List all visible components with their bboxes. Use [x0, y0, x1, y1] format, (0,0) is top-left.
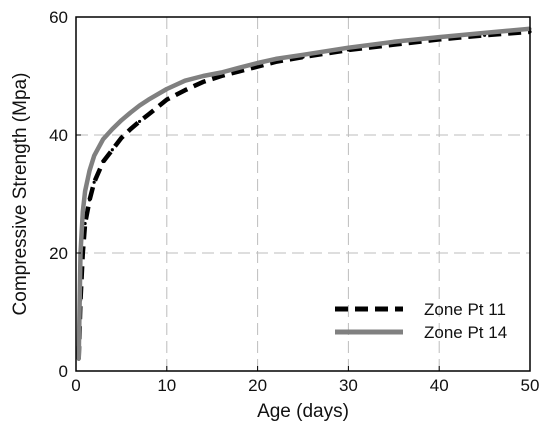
series-point	[137, 103, 142, 108]
series-point	[92, 180, 96, 184]
series-point	[77, 357, 81, 361]
series-point	[88, 198, 92, 202]
series-point	[147, 112, 151, 116]
y-tick-label: 40	[49, 126, 68, 145]
series-layer	[76, 26, 532, 361]
series-point	[392, 40, 396, 44]
series-point	[201, 74, 205, 78]
x-axis-title: Age (days)	[257, 401, 349, 422]
series-point	[201, 80, 205, 84]
series-point	[101, 159, 105, 164]
series-point	[83, 189, 87, 193]
series-point	[437, 35, 441, 39]
series-point	[128, 110, 133, 115]
y-axis-ticks: 0 20 40 60	[49, 8, 81, 381]
series-point	[237, 66, 242, 70]
series-point	[92, 154, 96, 158]
series-point	[301, 53, 305, 57]
series-point	[88, 168, 92, 172]
series-point	[183, 88, 187, 92]
y-tick-label: 20	[49, 244, 68, 263]
series-point	[110, 127, 114, 131]
series-point	[165, 98, 169, 102]
y-tick-label: 0	[59, 362, 68, 381]
series-point	[128, 127, 133, 131]
series-point	[346, 46, 350, 50]
series-point	[147, 98, 151, 102]
series-point	[183, 79, 187, 83]
series-point	[237, 69, 242, 73]
series-point	[219, 70, 223, 75]
series-point	[101, 137, 105, 141]
series-point	[137, 119, 142, 124]
series-point	[256, 64, 260, 69]
series-point	[119, 118, 123, 122]
x-tick-label: 30	[339, 376, 358, 395]
series-point	[256, 61, 260, 65]
y-axis-title: Compressive Strength (Mpa)	[10, 73, 31, 316]
series-point	[110, 148, 114, 152]
x-tick-label: 40	[430, 376, 449, 395]
x-tick-label: 50	[521, 376, 540, 395]
x-tick-label: 0	[71, 376, 80, 395]
y-tick-label: 60	[49, 8, 68, 27]
plot-frame	[75, 16, 531, 372]
series-point	[81, 210, 85, 214]
legend-label-zone-pt-11: Zone Pt 11	[424, 300, 506, 319]
series-point	[165, 87, 169, 91]
x-tick-label: 10	[157, 376, 176, 395]
legend-label-zone-pt-14: Zone Pt 14	[424, 323, 507, 342]
x-axis-ticks: 0 10 20 30 40 50	[71, 366, 539, 395]
series-point	[119, 136, 123, 140]
grid-lines	[76, 17, 530, 371]
series-point	[219, 74, 223, 78]
series-point	[483, 31, 487, 35]
x-tick-label: 20	[248, 376, 267, 395]
legend: Zone Pt 11 Zone Pt 14	[335, 300, 507, 342]
series-point	[274, 57, 278, 61]
